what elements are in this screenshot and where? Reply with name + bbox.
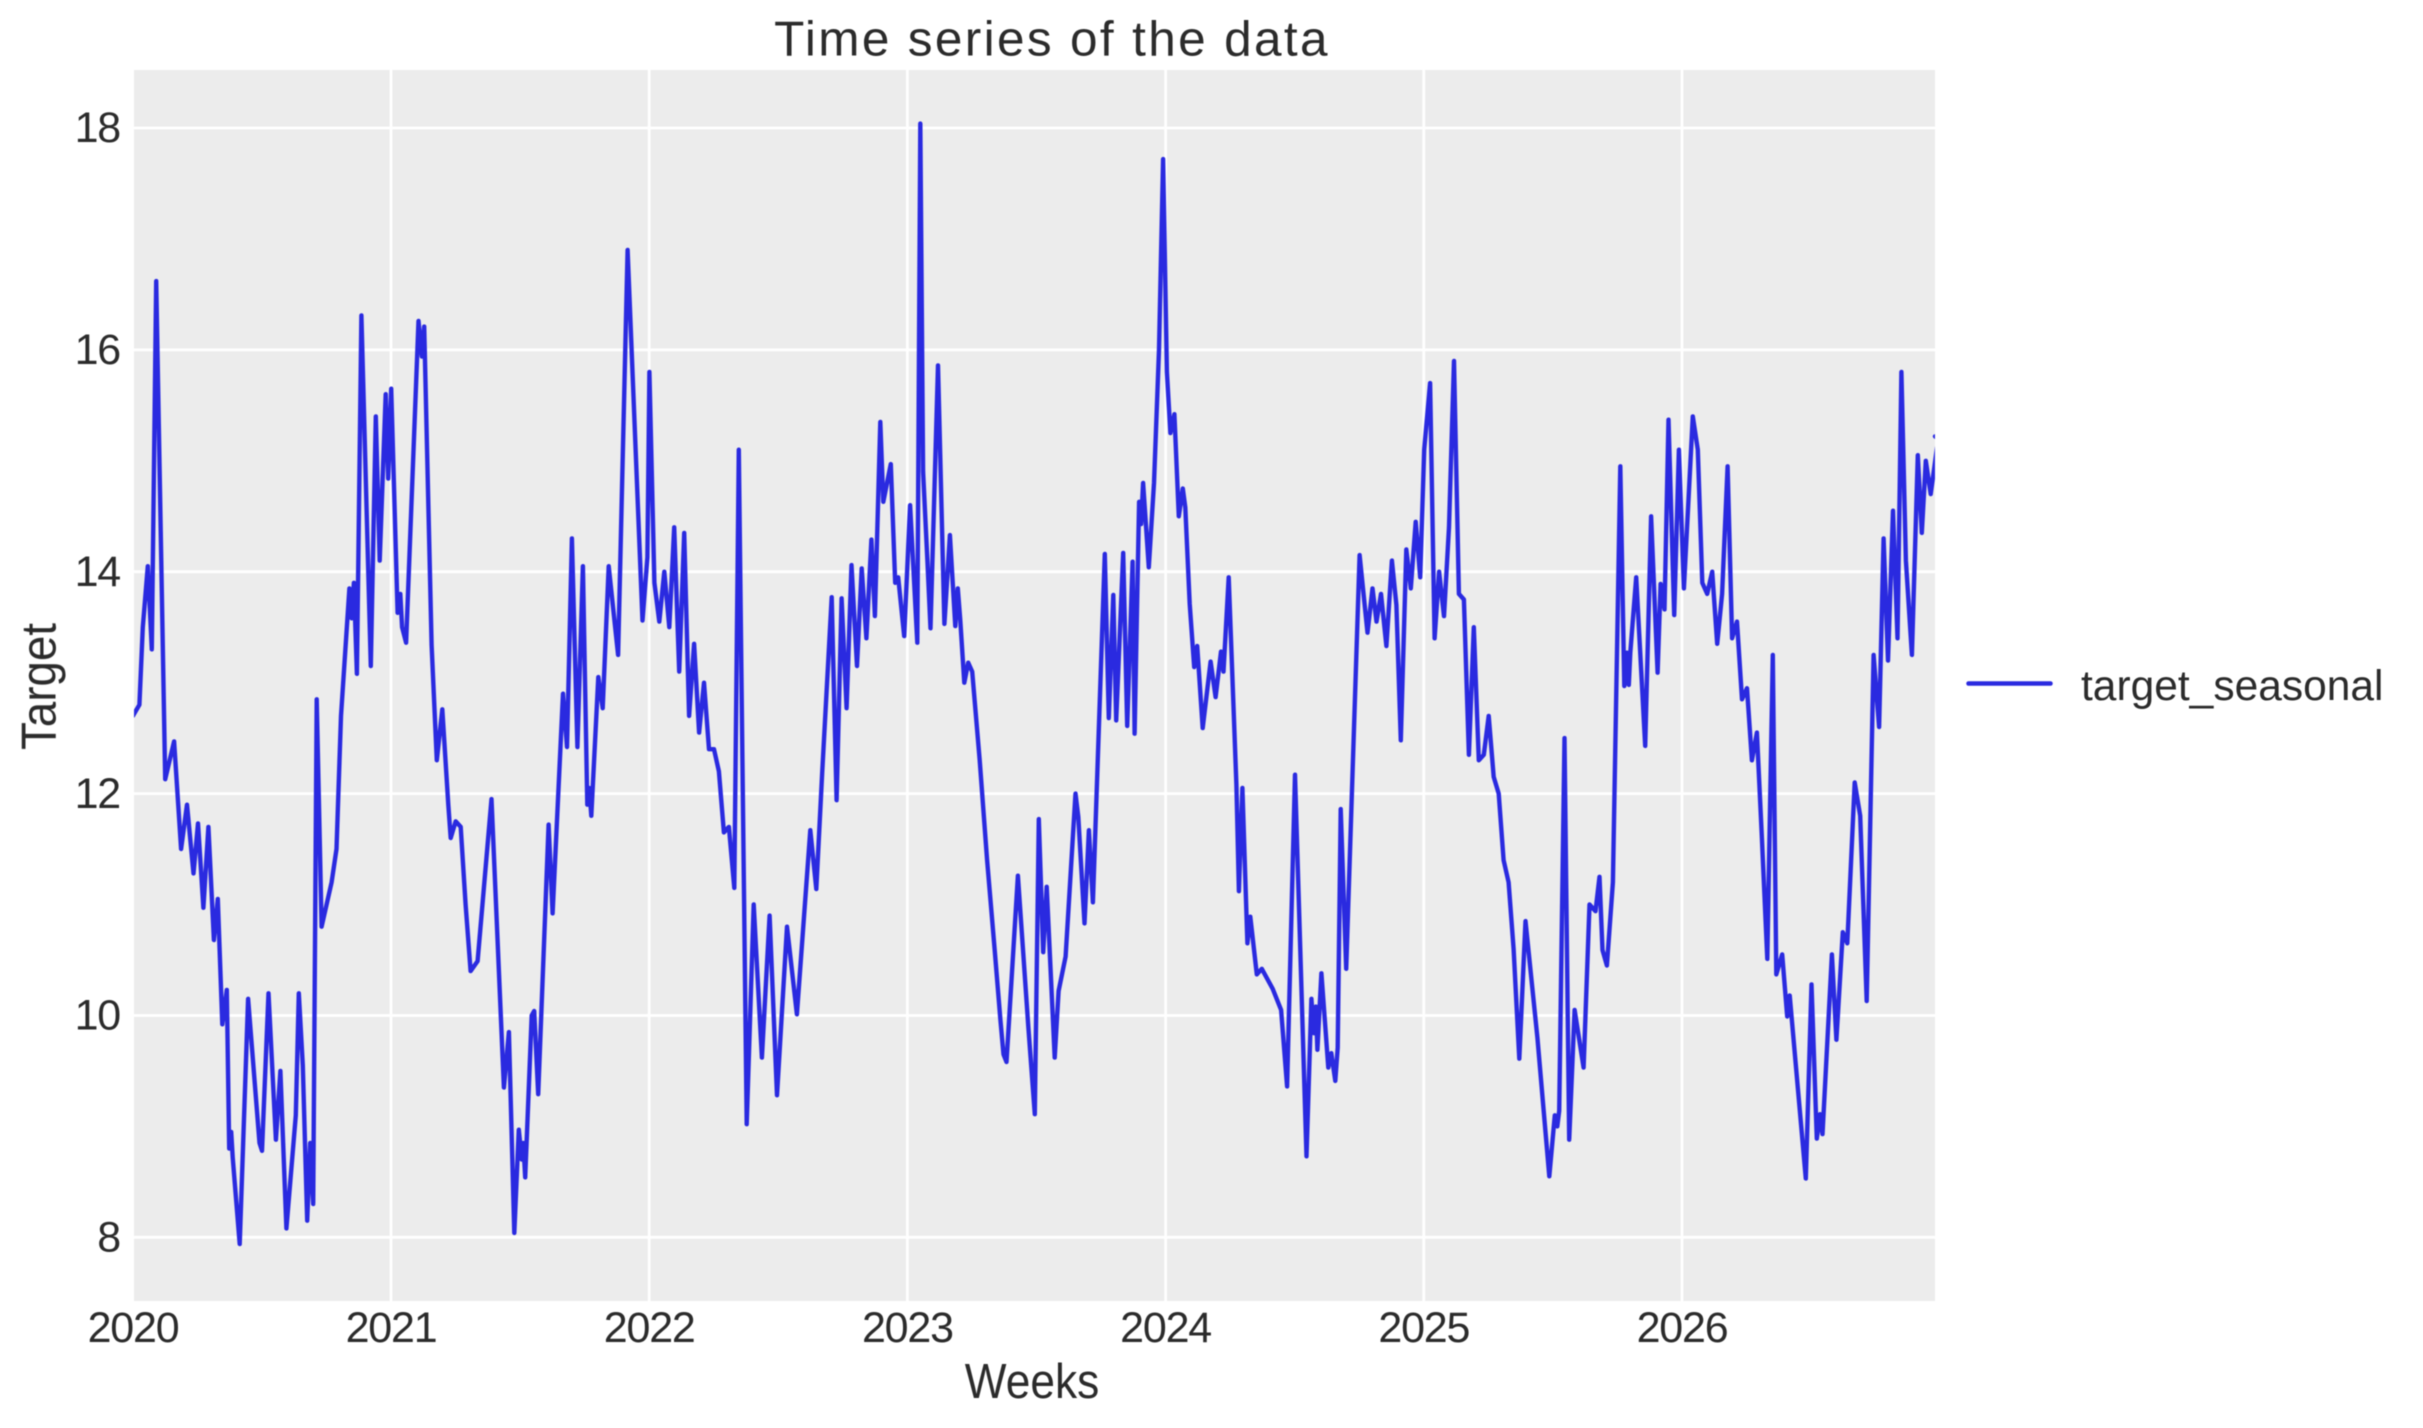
svg-text:16: 16 <box>75 326 121 374</box>
svg-text:18: 18 <box>75 104 121 152</box>
svg-text:2025: 2025 <box>1378 1304 1469 1352</box>
svg-text:2022: 2022 <box>604 1304 695 1352</box>
svg-text:10: 10 <box>75 992 121 1040</box>
svg-text:12: 12 <box>75 770 120 818</box>
svg-text:2026: 2026 <box>1637 1304 1728 1352</box>
svg-text:2021: 2021 <box>346 1304 437 1352</box>
svg-text:Time series of the data: Time series of the data <box>774 12 1330 67</box>
svg-text:8: 8 <box>97 1214 120 1262</box>
svg-text:target_seasonal: target_seasonal <box>2081 663 2383 710</box>
svg-text:Target: Target <box>12 623 67 750</box>
svg-text:2024: 2024 <box>1120 1304 1211 1352</box>
svg-text:Weeks: Weeks <box>965 1354 1099 1409</box>
svg-text:14: 14 <box>75 548 121 596</box>
svg-text:2023: 2023 <box>862 1304 953 1352</box>
svg-text:2020: 2020 <box>88 1304 179 1352</box>
